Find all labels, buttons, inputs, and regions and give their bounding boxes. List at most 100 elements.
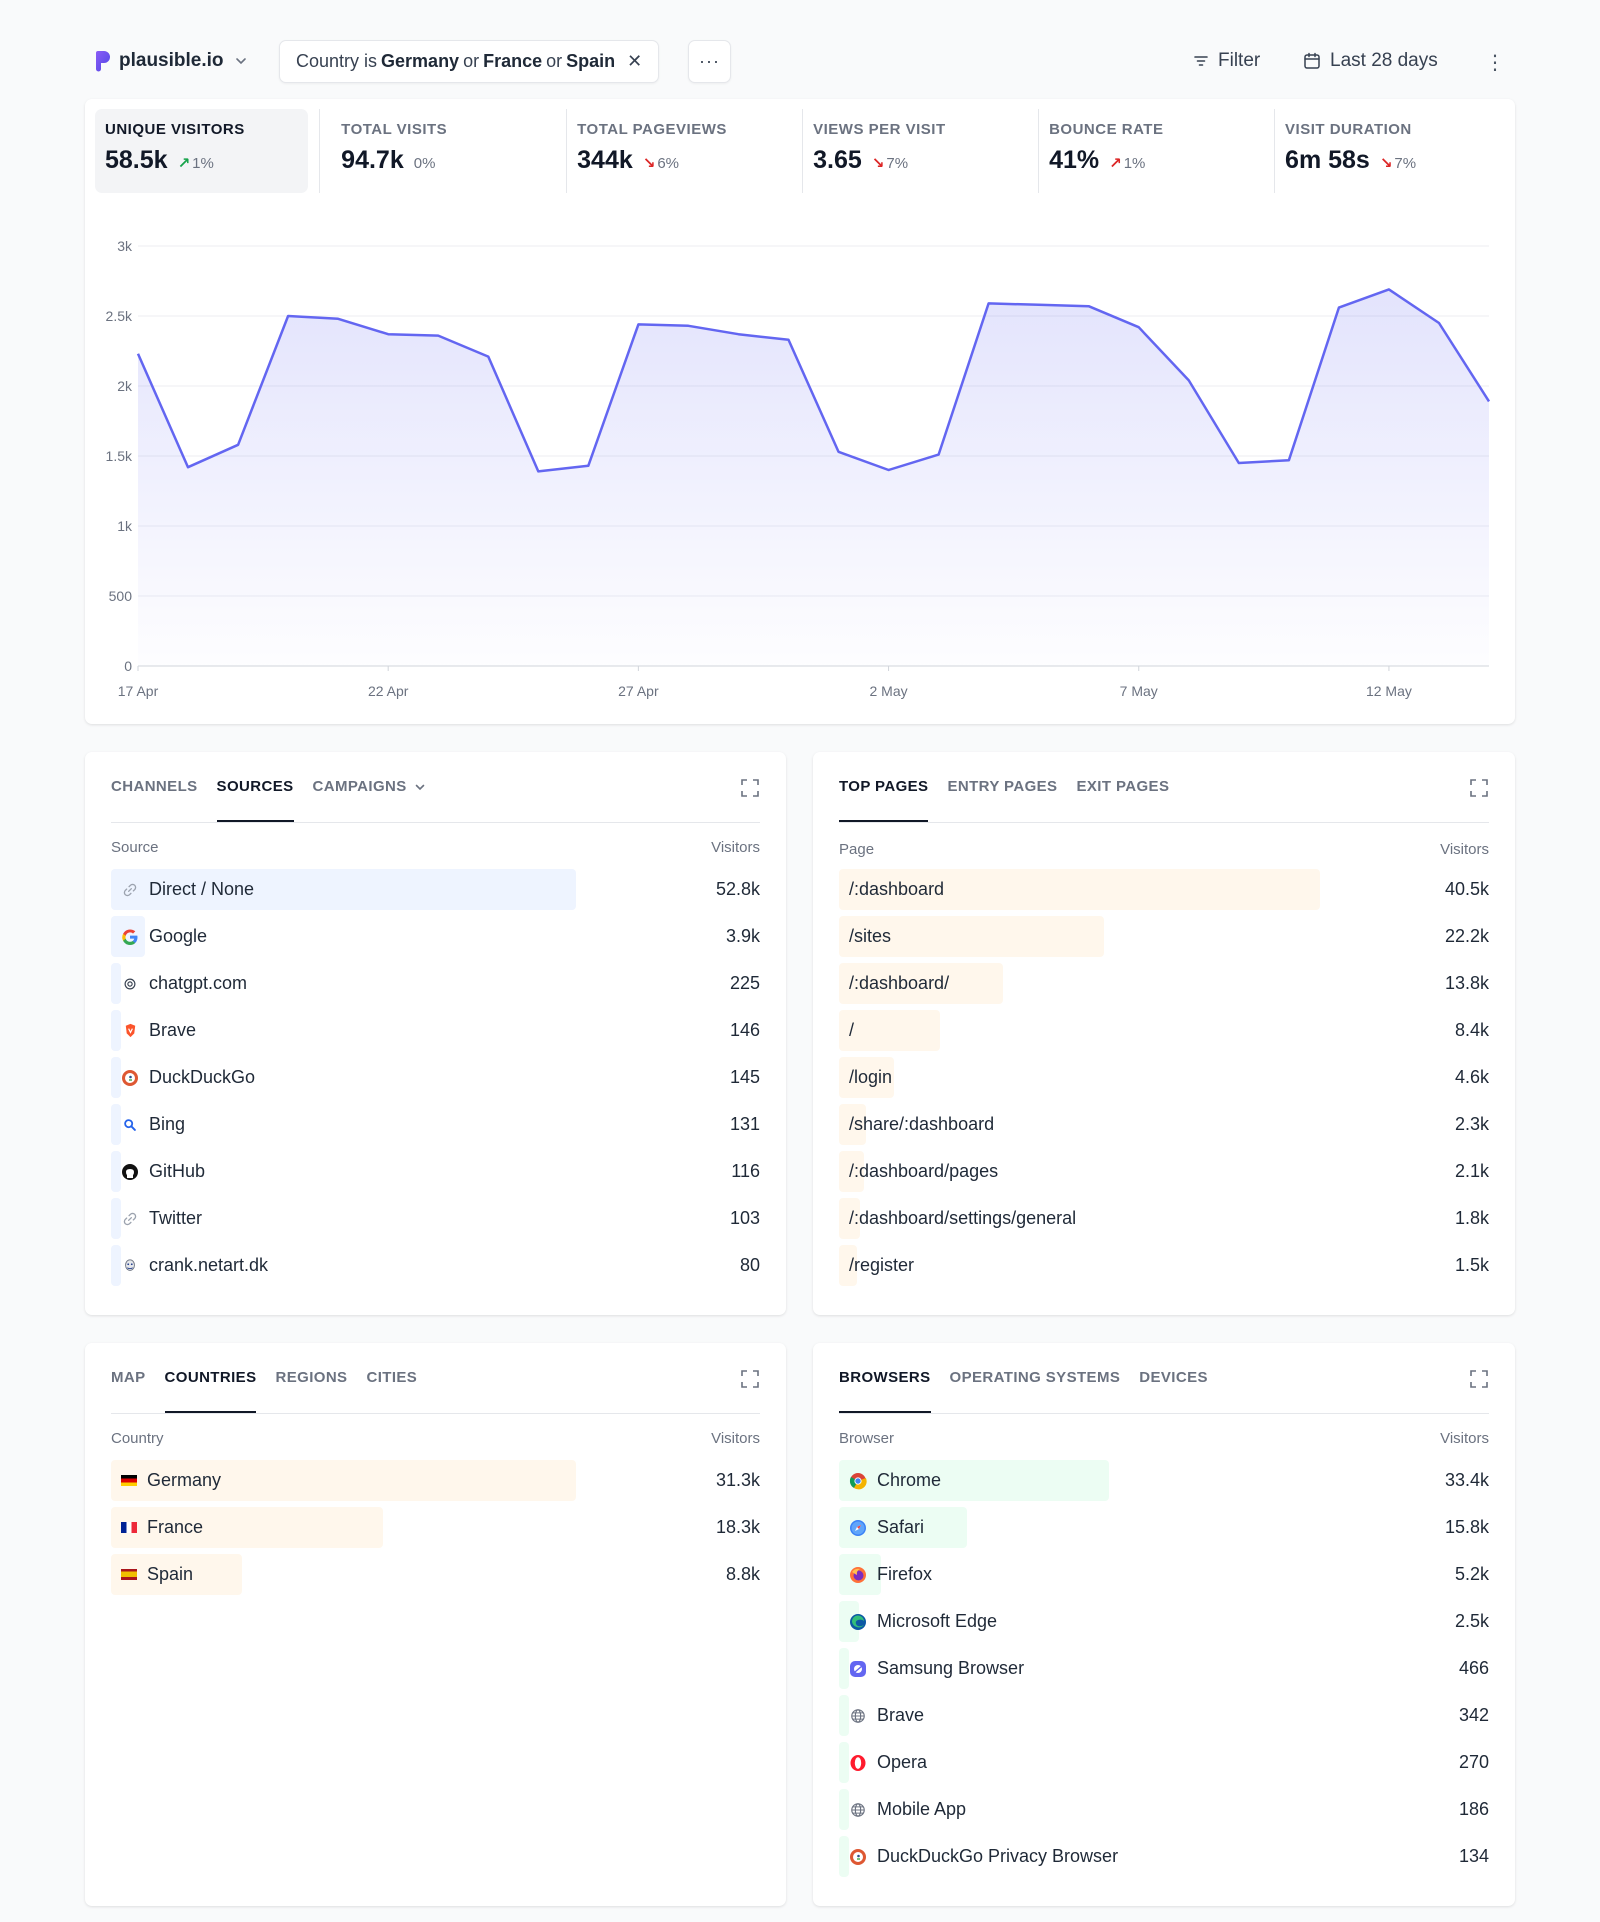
expand-icon[interactable] — [1469, 1369, 1489, 1389]
row-label[interactable]: chatgpt.com — [149, 973, 248, 993]
tab-channels[interactable]: CHANNELS — [111, 778, 198, 822]
close-icon[interactable]: ✕ — [627, 51, 643, 71]
expand-icon[interactable] — [740, 778, 760, 798]
tab-entry-pages[interactable]: ENTRY PAGES — [947, 778, 1057, 822]
stat-views-per-visit[interactable]: VIEWS PER VISIT 3.65 ↘ 7% — [803, 109, 1040, 193]
tab-sources[interactable]: SOURCES — [216, 778, 294, 822]
tab-map[interactable]: MAP — [111, 1369, 146, 1413]
tab-regions[interactable]: REGIONS — [275, 1369, 347, 1413]
list-item[interactable]: /share/:dashboard 2.3k — [839, 1104, 1489, 1151]
row-label[interactable]: Bing — [149, 1114, 186, 1134]
list-item[interactable]: DuckDuckGo 145 — [111, 1057, 760, 1104]
stat-change: ↗ 1% — [178, 154, 214, 173]
row-label[interactable]: Microsoft Edge — [877, 1611, 998, 1631]
github-icon — [121, 1163, 139, 1181]
list-item[interactable]: Opera 270 — [839, 1742, 1489, 1789]
stat-bounce-rate[interactable]: BOUNCE RATE 41% ↗ 1% — [1039, 109, 1276, 193]
expand-icon[interactable] — [1469, 778, 1489, 798]
date-range-button[interactable]: Last 28 days — [1302, 50, 1438, 72]
list-item[interactable]: /:dashboard/pages 2.1k — [839, 1151, 1489, 1198]
list-item[interactable]: DuckDuckGo Privacy Browser 134 — [839, 1836, 1489, 1883]
list-item[interactable]: Bing 131 — [111, 1104, 760, 1151]
row-label[interactable]: /:dashboard — [849, 879, 945, 899]
row-label[interactable]: /:dashboard/pages — [849, 1161, 999, 1181]
visitors-line-chart[interactable]: 0 500 1k 1.5k 2k 2.5k 3k 17 Apr 22 Apr 27 Apr 2 Ma… — [85, 99, 1515, 724]
row-label[interactable]: / — [849, 1020, 855, 1040]
row-label[interactable]: GitHub — [149, 1161, 206, 1181]
list-item[interactable]: Twitter 103 — [111, 1198, 760, 1245]
list-item[interactable]: / 8.4k — [839, 1010, 1489, 1057]
list-item[interactable]: /:dashboard 40.5k — [839, 869, 1489, 916]
row-label[interactable]: /:dashboard/ — [849, 973, 950, 993]
row-label[interactable]: France — [147, 1517, 204, 1537]
row-label[interactable]: Samsung Browser — [877, 1658, 1025, 1678]
series-area — [138, 289, 1489, 666]
tab-exit-pages[interactable]: EXIT PAGES — [1076, 778, 1169, 822]
list-item[interactable]: Microsoft Edge 2.5k — [839, 1601, 1489, 1648]
list-item[interactable]: /register 1.5k — [839, 1245, 1489, 1292]
row-label[interactable]: Google — [149, 926, 208, 946]
kebab-menu-icon[interactable]: ⋮ — [1485, 52, 1505, 74]
filter-button[interactable]: Filter — [1192, 50, 1260, 72]
row-label[interactable]: Brave — [149, 1020, 197, 1040]
list-item[interactable]: chatgpt.com 225 — [111, 963, 760, 1010]
list-item[interactable]: /:dashboard/13.8k — [839, 963, 1489, 1010]
list-item[interactable]: Firefox 5.2k — [839, 1554, 1489, 1601]
row-label[interactable]: Direct / None — [149, 879, 255, 899]
y-tick-label: 500 — [109, 588, 133, 604]
row-value: 3.9k — [725, 926, 760, 946]
site-switcher[interactable]: plausible.io — [95, 50, 250, 72]
row-label[interactable]: /register — [849, 1255, 915, 1275]
row-label[interactable]: /:dashboard/settings/general — [849, 1208, 1077, 1228]
tab-countries[interactable]: COUNTRIES — [164, 1369, 257, 1413]
list-item[interactable]: crank.netart.dk 80 — [111, 1245, 760, 1292]
row-label[interactable]: Safari — [877, 1517, 925, 1537]
tab-devices[interactable]: DEVICES — [1139, 1369, 1208, 1413]
list-item[interactable]: Direct / None 52.8k — [111, 869, 760, 916]
row-label[interactable]: Spain — [147, 1564, 194, 1584]
stat-visit-duration[interactable]: VISIT DURATION 6m 58s ↘ 7% — [1275, 109, 1511, 193]
list-item[interactable]: /login 4.6k — [839, 1057, 1489, 1104]
row-label[interactable]: Chrome — [877, 1470, 942, 1490]
row-label[interactable]: /login — [849, 1067, 893, 1087]
tab-cities[interactable]: CITIES — [366, 1369, 417, 1413]
expand-icon[interactable] — [740, 1369, 760, 1389]
stat-unique-visitors[interactable]: UNIQUE VISITORS 58.5k ↗ 1% — [95, 109, 321, 193]
row-label[interactable]: crank.netart.dk — [149, 1255, 269, 1275]
row-label[interactable]: /sites — [849, 926, 892, 946]
row-label[interactable]: Opera — [877, 1752, 928, 1772]
list-item[interactable]: GitHub 116 — [111, 1151, 760, 1198]
row-label[interactable]: Mobile App — [877, 1799, 967, 1819]
row-label[interactable]: /share/:dashboard — [849, 1114, 995, 1134]
list-item[interactable]: /:dashboard/settings/general 1.8k — [839, 1198, 1489, 1245]
stat-change-value: 1% — [1123, 154, 1146, 172]
row-label[interactable]: Germany — [147, 1470, 222, 1490]
row-label[interactable]: Twitter — [149, 1208, 203, 1228]
list-item[interactable]: Google 3.9k — [111, 916, 760, 963]
row-label[interactable]: Firefox — [877, 1564, 933, 1584]
stat-change-value: 6% — [657, 154, 680, 172]
tab-top-pages[interactable]: TOP PAGES — [839, 778, 929, 822]
more-filters-button[interactable]: ··· — [688, 40, 731, 83]
list-item[interactable]: /sites 22.2k — [839, 916, 1489, 963]
list-item[interactable]: Mobile App 186 — [839, 1789, 1489, 1836]
row-label[interactable]: DuckDuckGo — [149, 1067, 256, 1087]
list-item[interactable]: France 18.3k — [111, 1507, 760, 1554]
stat-total-visits[interactable]: TOTAL VISITS 94.7k 0% — [331, 109, 568, 193]
country-filter-pill[interactable]: Country is Germany or France or Spain ✕ — [279, 40, 660, 83]
list-item[interactable]: Spain 8.8k — [111, 1554, 760, 1601]
list-item[interactable]: Samsung Browser 466 — [839, 1648, 1489, 1695]
list-item[interactable]: Safari 15.8k — [839, 1507, 1489, 1554]
list-item[interactable]: Brave 342 — [839, 1695, 1489, 1742]
stat-total-pageviews[interactable]: TOTAL PAGEVIEWS 344k ↘ 6% — [567, 109, 804, 193]
list-item[interactable]: Brave 146 — [111, 1010, 760, 1057]
bar-fill — [839, 1057, 894, 1098]
row-label[interactable]: DuckDuckGo Privacy Browser — [877, 1846, 1119, 1866]
tab-browsers[interactable]: BROWSERS — [839, 1369, 931, 1413]
row-label[interactable]: Brave — [877, 1705, 925, 1725]
series-line[interactable] — [136, 288, 1491, 473]
tab-campaigns[interactable]: CAMPAIGNS — [313, 778, 427, 822]
tab-operating-systems[interactable]: OPERATING SYSTEMS — [950, 1369, 1121, 1413]
list-item[interactable]: Germany 31.3k — [111, 1460, 760, 1507]
list-item[interactable]: Chrome 33.4k — [839, 1460, 1489, 1507]
